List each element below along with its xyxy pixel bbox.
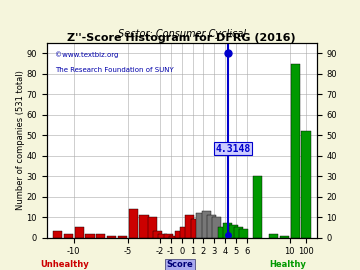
Bar [229,225,238,238]
Bar [202,211,211,238]
Bar [148,217,157,238]
Bar [175,231,184,238]
Bar [107,235,116,238]
Bar [164,234,173,238]
Bar [139,215,149,238]
Bar [269,234,278,238]
Bar [196,213,205,238]
Bar [75,227,84,238]
Bar [53,231,62,238]
Bar [234,227,243,238]
Bar [191,219,200,238]
Text: Sector: Consumer Cyclical: Sector: Consumer Cyclical [118,29,246,39]
Text: ©www.textbiz.org: ©www.textbiz.org [55,51,118,58]
Bar [223,223,232,238]
Text: 4.3148: 4.3148 [216,144,251,154]
Y-axis label: Number of companies (531 total): Number of companies (531 total) [16,70,25,210]
Bar [185,215,194,238]
Bar [280,235,289,238]
Text: Healthy: Healthy [270,260,306,269]
Bar [169,235,178,238]
Bar [85,234,95,238]
Bar [158,234,167,238]
Bar [64,234,73,238]
Bar [301,131,311,238]
Bar [118,235,127,238]
Bar [253,176,262,238]
Bar [153,231,162,238]
Title: Z''-Score Histogram for DFRG (2016): Z''-Score Histogram for DFRG (2016) [67,33,296,43]
Bar [129,209,138,238]
Bar [207,215,216,238]
Bar [218,227,227,238]
Bar [239,230,248,238]
Text: The Research Foundation of SUNY: The Research Foundation of SUNY [55,66,174,73]
Bar [212,217,221,238]
Bar [291,64,300,238]
Bar [96,234,105,238]
Text: Unhealthy: Unhealthy [40,260,89,269]
Bar [180,227,189,238]
Text: Score: Score [167,260,193,269]
